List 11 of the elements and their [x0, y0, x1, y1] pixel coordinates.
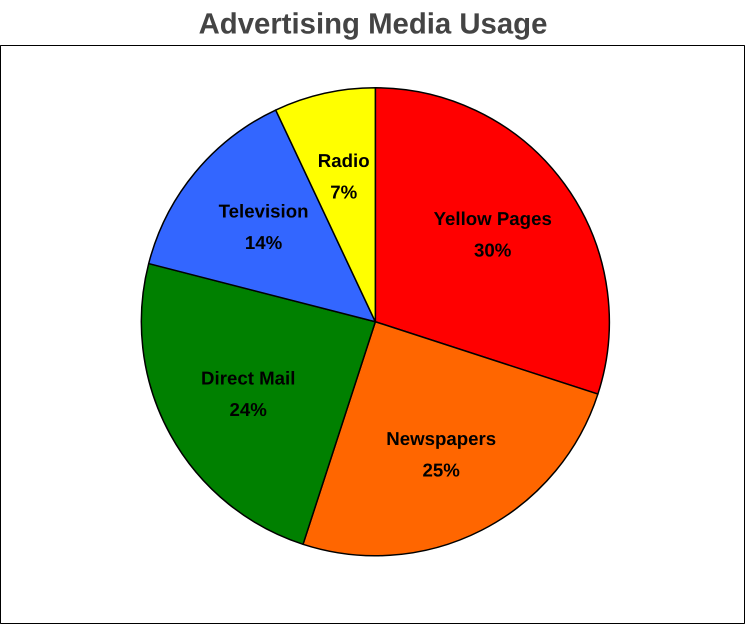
data-label: 25%	[422, 460, 460, 481]
chart-title: Advertising Media Usage	[198, 8, 548, 40]
slice-label: Radio	[318, 150, 370, 172]
data-label: 14%	[244, 232, 283, 254]
slice-label: Television	[218, 200, 308, 222]
data-label: 7%	[330, 182, 358, 203]
data-label: 30%	[474, 239, 512, 260]
data-label: 24%	[230, 398, 268, 420]
slice-label: Direct Mail	[201, 367, 296, 388]
slice-label: Yellow Pages	[434, 208, 552, 229]
slice-label: Newspapers	[386, 428, 496, 450]
